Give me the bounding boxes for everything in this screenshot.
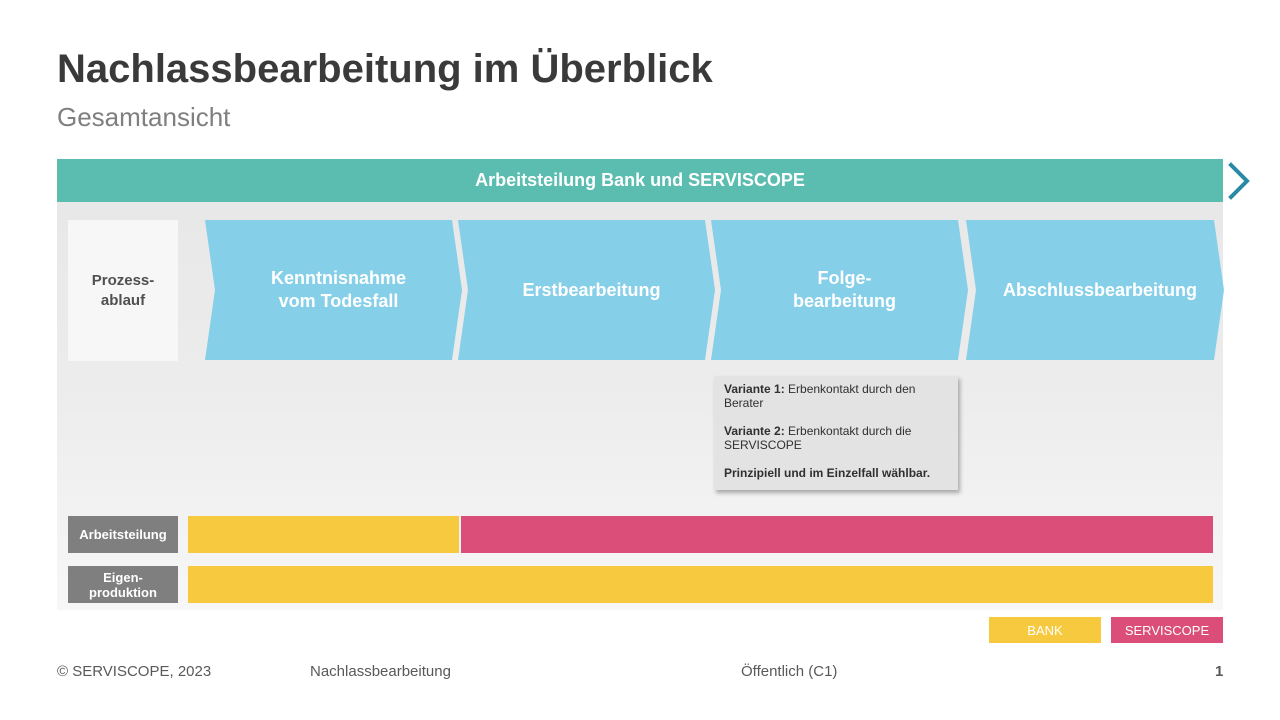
variant-note: Variante 1: Erbenkontakt durch den Berat… [714, 376, 958, 490]
process-label: Prozess- ablauf [68, 220, 178, 361]
stage-label: Folge- bearbeitung [792, 268, 896, 311]
page-subtitle: Gesamtansicht [57, 102, 231, 132]
variant-summary: Prinzipiell und im Einzelfall wählbar. [724, 466, 931, 480]
stage-kenntnisnahme: Kenntnisnahme vom Todesfall [205, 220, 462, 360]
stage-erstbearbeitung: Erstbearbeitung [458, 220, 715, 360]
chevron-right-icon[interactable] [1226, 162, 1252, 200]
footer-classification: Öffentlich (C1) [741, 663, 838, 680]
variant-1: Variante 1: Erbenkontakt durch den Berat… [724, 382, 916, 410]
row-label-arbeitsteilung: Arbeitsteilung [68, 516, 178, 553]
stage-folgebearbeitung: Folge- bearbeitung [711, 220, 968, 360]
legend-serviscope: SERVISCOPE [1111, 617, 1223, 643]
banner: Arbeitsteilung Bank und SERVISCOPE [57, 159, 1223, 202]
variant-2: Variante 2: Erbenkontakt durch die SERVI… [724, 424, 912, 452]
footer-copyright: © SERVISCOPE, 2023 [57, 663, 212, 680]
bar-serviscope-arbeitsteilung [461, 516, 1213, 553]
bar-bank-arbeitsteilung [188, 516, 459, 553]
stage-label: Erstbearbeitung [522, 279, 661, 300]
stage-label: Kenntnisnahme vom Todesfall [270, 268, 407, 311]
footer-topic: Nachlassbearbeitung [310, 663, 451, 680]
stage-label: Abschlussbearbeitung [1002, 279, 1198, 300]
row-label-eigenproduktion: Eigen- produktion [68, 566, 178, 603]
page-title: Nachlassbearbeitung im Überblick [57, 47, 713, 91]
legend-bank: BANK [989, 617, 1101, 643]
page-number: 1 [1215, 663, 1224, 680]
banner-label: Arbeitsteilung Bank und SERVISCOPE [475, 170, 805, 190]
bar-bank-eigenproduktion [188, 566, 1213, 603]
stage-abschlussbearbeitung: Abschlussbearbeitung [966, 220, 1224, 360]
